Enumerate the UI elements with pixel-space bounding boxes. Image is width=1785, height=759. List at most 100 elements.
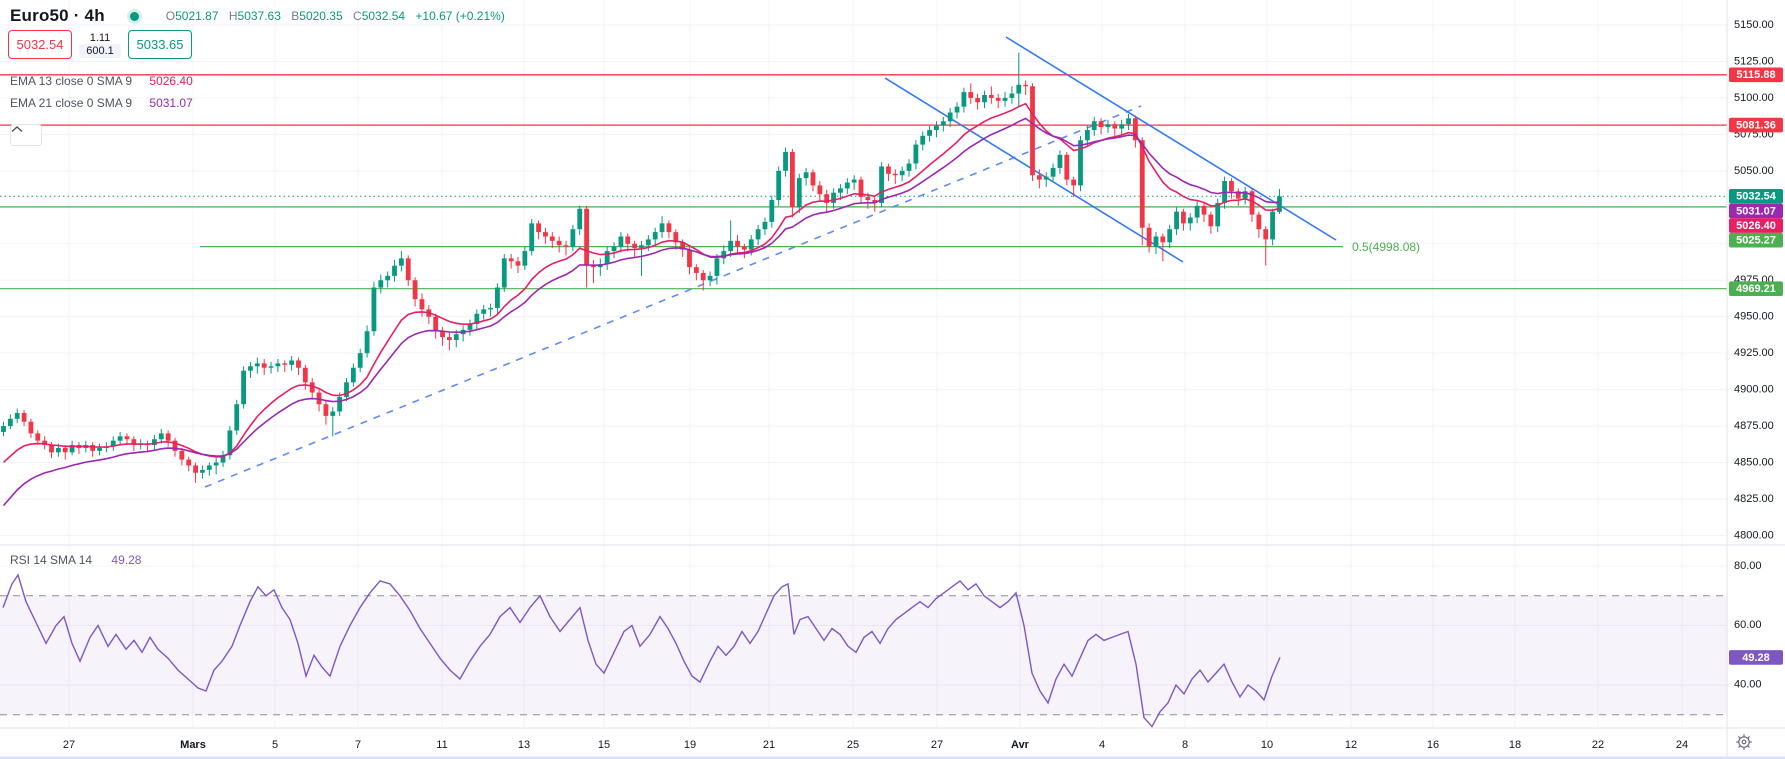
- candle[interactable]: [481, 309, 487, 314]
- candle[interactable]: [1126, 118, 1131, 125]
- candle[interactable]: [1112, 124, 1118, 129]
- candle[interactable]: [618, 236, 624, 247]
- candle[interactable]: [810, 172, 816, 186]
- time-axis-label[interactable]: 19: [684, 739, 696, 751]
- candle[interactable]: [1002, 97, 1008, 101]
- candle[interactable]: [1030, 86, 1035, 176]
- candle[interactable]: [604, 251, 610, 265]
- candle[interactable]: [179, 450, 185, 460]
- candle[interactable]: [186, 459, 192, 466]
- candle[interactable]: [7, 418, 13, 427]
- candle[interactable]: [741, 246, 747, 250]
- candle[interactable]: [988, 95, 994, 98]
- candle[interactable]: [693, 267, 699, 273]
- candle[interactable]: [529, 223, 535, 252]
- candle[interactable]: [28, 421, 34, 434]
- price-axis-label[interactable]: 5125.00: [1734, 55, 1774, 67]
- time-axis-label[interactable]: 4: [1099, 739, 1105, 751]
- candle[interactable]: [803, 172, 809, 179]
- candle[interactable]: [865, 197, 871, 201]
- time-axis-label[interactable]: 27: [931, 739, 943, 751]
- candle[interactable]: [680, 242, 686, 250]
- candle[interactable]: [1277, 196, 1282, 212]
- candle[interactable]: [97, 447, 102, 451]
- candle[interactable]: [248, 366, 253, 371]
- candle[interactable]: [591, 265, 596, 268]
- price-axis-label[interactable]: 4900.00: [1734, 384, 1774, 396]
- candle[interactable]: [282, 363, 288, 365]
- candle[interactable]: [90, 445, 96, 451]
- candle[interactable]: [1229, 181, 1234, 192]
- candle[interactable]: [1023, 84, 1029, 87]
- time-axis-label[interactable]: 16: [1427, 739, 1439, 751]
- time-axis-label[interactable]: 13: [518, 739, 530, 751]
- candle[interactable]: [371, 287, 377, 332]
- candle[interactable]: [309, 382, 315, 393]
- price-axis-label[interactable]: 4925.00: [1734, 347, 1774, 359]
- sell-button[interactable]: 5032.54: [8, 30, 72, 59]
- candle[interactable]: [364, 331, 370, 354]
- rsi-axis-label[interactable]: 60.00: [1734, 619, 1762, 631]
- candle[interactable]: [515, 261, 521, 266]
- candle[interactable]: [899, 170, 905, 176]
- ema21-line[interactable]: [2, 117, 1280, 507]
- candle[interactable]: [1, 426, 6, 432]
- candle[interactable]: [234, 404, 240, 431]
- candle[interactable]: [728, 240, 734, 252]
- candle[interactable]: [659, 223, 665, 233]
- candle[interactable]: [844, 182, 850, 189]
- candle[interactable]: [776, 170, 782, 201]
- buy-button[interactable]: 5033.65: [128, 30, 192, 59]
- candle[interactable]: [906, 163, 912, 171]
- ema13-line[interactable]: [2, 102, 1280, 463]
- candle[interactable]: [1084, 130, 1090, 141]
- indicator-ema21-legend[interactable]: EMA 21 close 0 SMA 9 5031.07: [10, 96, 193, 110]
- time-axis-label[interactable]: 11: [436, 739, 447, 751]
- candle[interactable]: [193, 465, 198, 473]
- candle[interactable]: [213, 462, 219, 466]
- rsi-axis-label[interactable]: 40.00: [1734, 679, 1762, 691]
- candle[interactable]: [982, 95, 987, 103]
- candle[interactable]: [117, 436, 123, 441]
- candle[interactable]: [289, 360, 295, 365]
- candle[interactable]: [337, 396, 343, 412]
- candle[interactable]: [35, 433, 41, 441]
- candle[interactable]: [961, 92, 967, 107]
- candle[interactable]: [200, 469, 205, 473]
- candle[interactable]: [296, 360, 301, 368]
- candle[interactable]: [467, 323, 473, 330]
- candle[interactable]: [1174, 211, 1179, 230]
- candle[interactable]: [1091, 121, 1097, 131]
- candle[interactable]: [378, 280, 384, 288]
- candle[interactable]: [1105, 124, 1111, 128]
- candle[interactable]: [831, 192, 836, 203]
- candle[interactable]: [934, 125, 939, 131]
- price-axis-label[interactable]: 4800.00: [1734, 529, 1774, 541]
- collapse-legend-button[interactable]: [10, 124, 42, 146]
- candle[interactable]: [405, 258, 411, 281]
- price-axis-label[interactable]: 5100.00: [1734, 92, 1774, 104]
- price-axis-label[interactable]: 4875.00: [1734, 420, 1774, 432]
- candle[interactable]: [261, 363, 267, 368]
- candle[interactable]: [1201, 205, 1207, 215]
- time-axis-label[interactable]: 21: [763, 739, 775, 751]
- candle[interactable]: [549, 236, 555, 241]
- candle[interactable]: [872, 200, 878, 203]
- candle[interactable]: [700, 272, 706, 281]
- candle[interactable]: [330, 411, 336, 416]
- time-axis-label[interactable]: 24: [1676, 739, 1688, 751]
- candle[interactable]: [968, 92, 974, 98]
- candle[interactable]: [1043, 176, 1049, 180]
- candle[interactable]: [69, 445, 75, 453]
- candle[interactable]: [1036, 175, 1042, 180]
- candle[interactable]: [1009, 93, 1015, 98]
- candle[interactable]: [838, 188, 843, 193]
- candle[interactable]: [1153, 236, 1159, 247]
- candle[interactable]: [124, 436, 130, 440]
- time-axis-label[interactable]: 7: [355, 739, 361, 751]
- time-axis-label[interactable]: 12: [1345, 739, 1357, 751]
- candle[interactable]: [419, 299, 425, 310]
- candle[interactable]: [398, 258, 404, 266]
- candle[interactable]: [543, 232, 548, 237]
- candle[interactable]: [913, 144, 919, 164]
